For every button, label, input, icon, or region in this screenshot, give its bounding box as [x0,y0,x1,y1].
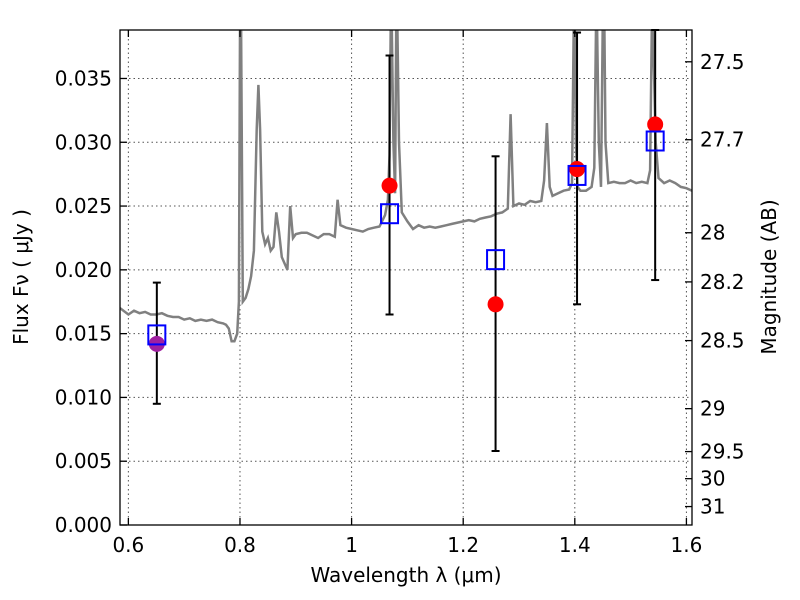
right-axis-title: Magnitude (AB) [757,199,781,354]
model-photometry-square [380,203,400,225]
y-tick-label: 0.005 [55,449,112,473]
x-axis-title: Wavelength λ (μm) [310,563,501,587]
y-tick-label: 0.015 [55,322,112,346]
right-tick-label: 28.5 [700,329,745,353]
model-photometry-square [486,249,506,271]
y-tick-label: 0.025 [55,194,112,218]
y-tick-label: 0.000 [55,513,112,537]
y-tick-label: 0.010 [55,385,112,409]
y-tick-label: 0.020 [55,258,112,282]
x-tick-label: 1.4 [559,533,591,557]
model-photometry-square [567,164,587,186]
measured-point [381,177,398,194]
right-tick-label: 27.5 [700,50,745,74]
right-tick-label: 27.7 [700,128,745,152]
plot-frame [119,29,693,526]
model-photometry-square [147,324,167,346]
right-tick-label: 28.2 [700,270,745,294]
x-tick-label: 0.8 [224,533,256,557]
plot-series [120,29,692,453]
right-tick-label: 28 [700,221,725,245]
y-tick-label: 0.030 [55,130,112,154]
y-axis-title: Flux Fν ( μJy ) [9,209,33,345]
x-tick-label: 1.6 [671,533,703,557]
right-tick-label: 29.5 [700,440,745,464]
x-tick-label: 1 [345,533,358,557]
y-tick-label: 0.035 [55,66,112,90]
model-photometry-square [645,130,665,152]
measured-point [487,296,504,313]
x-tick-label: 0.6 [112,533,144,557]
right-tick-label: 31 [700,495,725,519]
measured-point [569,161,586,178]
right-tick-label: 30 [700,467,725,491]
axis-ticks: 0.6 0.8 1 1.2 1.4 1.6 0.000 0.005 0.010 0.015 0.02… [55,30,745,557]
measured-point [647,116,664,133]
model-spectrum-line [120,30,692,343]
x-tick-label: 1.2 [447,533,479,557]
right-tick-label: 29 [700,397,725,421]
